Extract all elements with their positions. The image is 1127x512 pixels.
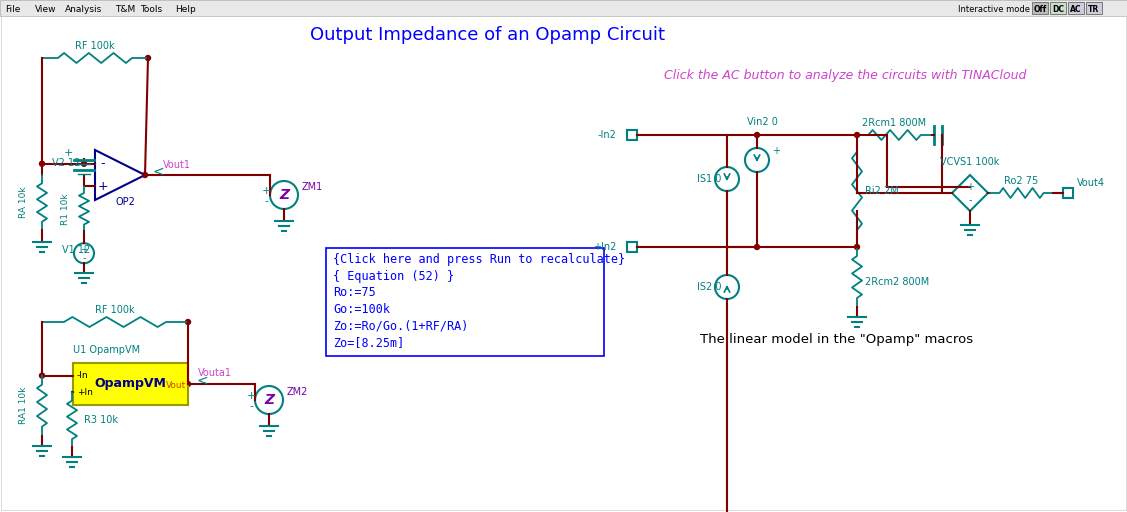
Text: -: - — [968, 195, 971, 205]
Circle shape — [754, 245, 760, 249]
Text: Vout1: Vout1 — [163, 160, 190, 170]
Text: Ri2 2M: Ri2 2M — [866, 186, 898, 196]
Text: +: + — [772, 146, 780, 156]
Circle shape — [854, 133, 860, 138]
Text: VCVS1 100k: VCVS1 100k — [940, 157, 1000, 167]
Text: +: + — [80, 245, 88, 255]
Text: Vouta1: Vouta1 — [198, 368, 232, 378]
Text: R3 10k: R3 10k — [85, 415, 118, 425]
Text: OpampVM: OpampVM — [95, 377, 167, 391]
Bar — [326, 248, 604, 356]
Text: -: - — [249, 401, 252, 411]
Text: { Equation (52) }: { Equation (52) } — [332, 270, 454, 283]
Text: +: + — [261, 186, 270, 196]
Bar — [1050, 2, 1066, 14]
Text: RF 100k: RF 100k — [95, 305, 135, 315]
Text: -In2: -In2 — [597, 130, 616, 140]
Circle shape — [186, 381, 190, 387]
Text: +: + — [98, 180, 108, 193]
Text: TR: TR — [1089, 5, 1100, 13]
Circle shape — [39, 161, 44, 166]
Text: Vout4: Vout4 — [1077, 178, 1104, 188]
Text: T&M: T&M — [115, 5, 135, 13]
Text: Zo=[8.25m]: Zo=[8.25m] — [332, 336, 405, 349]
Bar — [1063, 188, 1073, 198]
Text: +: + — [966, 182, 974, 192]
Text: IS1 0: IS1 0 — [696, 174, 721, 184]
Circle shape — [39, 373, 44, 378]
Text: RF 100k: RF 100k — [76, 41, 115, 51]
Text: {Click here and press Run to recalculate}: {Click here and press Run to recalculate… — [332, 253, 625, 267]
Text: RA1 10k: RA1 10k — [19, 387, 28, 424]
Bar — [1086, 2, 1102, 14]
Text: Zo:=Ro/Go.(1+RF/RA): Zo:=Ro/Go.(1+RF/RA) — [332, 319, 469, 332]
Text: +: + — [64, 148, 73, 158]
Text: Vin2 0: Vin2 0 — [746, 117, 778, 127]
Text: AC: AC — [1071, 5, 1082, 13]
Text: V2 12: V2 12 — [52, 158, 80, 168]
Text: The linear model in the "Opamp" macros: The linear model in the "Opamp" macros — [701, 333, 974, 347]
Text: V1 12: V1 12 — [62, 245, 90, 255]
Text: 2Rcm1 800M: 2Rcm1 800M — [862, 118, 926, 128]
Text: +In: +In — [77, 388, 92, 397]
Circle shape — [186, 319, 190, 325]
Bar — [1032, 2, 1048, 14]
Text: Click the AC button to analyze the circuits with TINACloud: Click the AC button to analyze the circu… — [664, 69, 1027, 81]
Circle shape — [145, 55, 151, 60]
Bar — [627, 130, 637, 140]
Circle shape — [754, 133, 760, 138]
Text: Interactive mode: Interactive mode — [958, 5, 1030, 13]
Text: +In2: +In2 — [593, 242, 616, 252]
Text: Go:=100k: Go:=100k — [332, 303, 390, 316]
Text: 2Rcm2 800M: 2Rcm2 800M — [866, 277, 930, 287]
Text: <: < — [153, 165, 165, 179]
Text: Tools: Tools — [140, 5, 162, 13]
Text: Analysis: Analysis — [65, 5, 103, 13]
Text: ZM2: ZM2 — [287, 387, 309, 397]
Text: IS2 0: IS2 0 — [696, 282, 721, 292]
Text: Ro:=75: Ro:=75 — [332, 287, 375, 300]
Bar — [73, 363, 188, 405]
Text: -In: -In — [77, 371, 89, 380]
Bar — [0, 0, 1127, 16]
Text: <: < — [196, 374, 207, 388]
Text: U1 OpampVM: U1 OpampVM — [73, 345, 140, 355]
Text: R1 10k: R1 10k — [62, 193, 71, 225]
Text: ZM1: ZM1 — [302, 182, 323, 192]
Text: Off: Off — [1033, 5, 1047, 13]
Bar — [627, 242, 637, 252]
Text: -: - — [264, 196, 268, 206]
Text: Z: Z — [279, 188, 289, 202]
Text: Z: Z — [264, 393, 274, 407]
Bar — [1068, 2, 1084, 14]
Text: -: - — [100, 157, 105, 170]
Text: -: - — [82, 253, 86, 263]
Text: Help: Help — [175, 5, 196, 13]
Text: OP2: OP2 — [115, 197, 135, 207]
Text: Vout: Vout — [166, 380, 186, 390]
Circle shape — [854, 245, 860, 249]
Circle shape — [142, 173, 148, 178]
Text: Output Impedance of an Opamp Circuit: Output Impedance of an Opamp Circuit — [310, 26, 665, 44]
Text: View: View — [35, 5, 56, 13]
Circle shape — [81, 161, 87, 166]
Text: RA 10k: RA 10k — [19, 187, 28, 218]
Text: DC: DC — [1051, 5, 1064, 13]
Text: Ro2 75: Ro2 75 — [1004, 176, 1039, 186]
Text: File: File — [5, 5, 20, 13]
Text: +: + — [247, 391, 256, 401]
